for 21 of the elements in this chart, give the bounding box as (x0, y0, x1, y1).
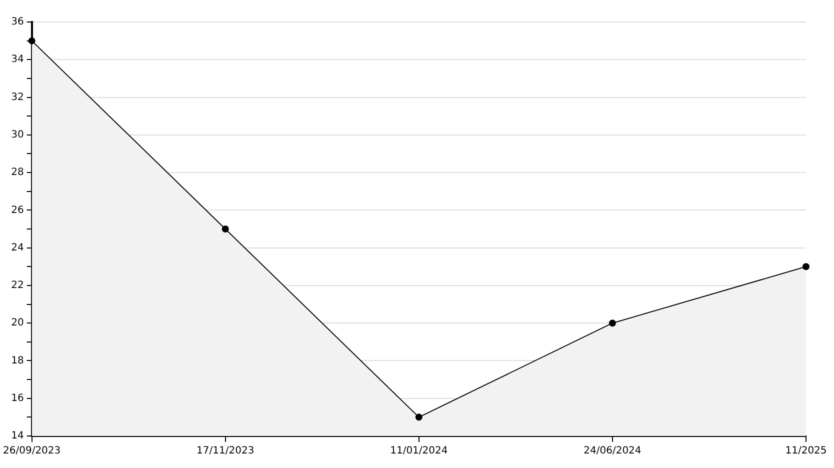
y-tick-label: 26 (11, 204, 24, 216)
point (415, 414, 422, 421)
point (802, 263, 810, 270)
y-tick-label: 32 (11, 92, 24, 103)
y-tick-label: 22 (11, 280, 24, 292)
y-tick-label: 24 (11, 242, 24, 254)
x-tick-label: 11/2025 (785, 446, 827, 457)
y-tick-label: 16 (11, 392, 24, 404)
y-tick-label: 20 (11, 318, 24, 329)
y-tick-label: 14 (11, 430, 24, 442)
x-tick-label: 17/11/2023 (196, 446, 254, 457)
x-tick-label: 24/06/2024 (584, 446, 642, 457)
y-tick-label: 30 (11, 130, 24, 141)
x-tick-label: 26/09/2023 (3, 446, 61, 457)
point (608, 320, 616, 327)
y-tick-label: 34 (11, 54, 24, 66)
y-tick-label: 36 (11, 16, 24, 28)
x-tick-label: 11/01/2024 (390, 446, 448, 457)
y-tick-label: 28 (11, 167, 24, 178)
point (222, 226, 229, 232)
y-tick-label: 18 (11, 355, 24, 366)
